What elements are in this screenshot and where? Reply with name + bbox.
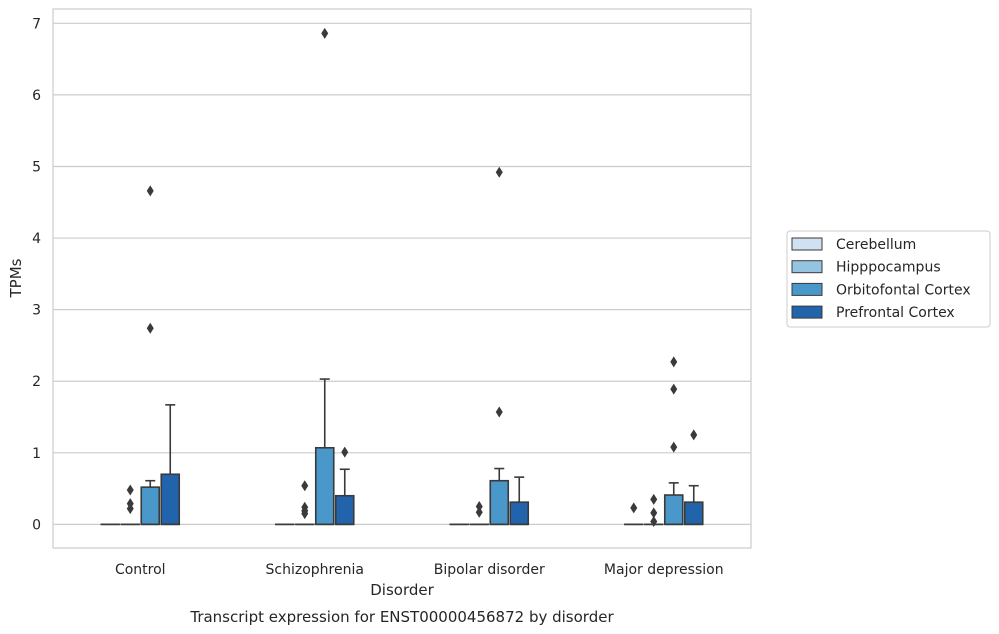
box xyxy=(334,494,355,526)
box xyxy=(489,479,510,526)
y-tick-label: 0 xyxy=(32,517,41,533)
x-axis-ticks: Control Schizophrenia Bipolar disorder Majo… xyxy=(115,562,724,578)
x-tick-label: Schizophrenia xyxy=(266,562,364,578)
outlier-point xyxy=(341,446,349,458)
x-tick-label: Major depression xyxy=(604,562,724,578)
box xyxy=(509,501,530,526)
outlier-point xyxy=(321,27,329,39)
outlier-point xyxy=(475,506,483,518)
box xyxy=(160,473,181,526)
legend-swatch xyxy=(791,260,823,274)
outlier-point xyxy=(301,480,309,492)
outlier-point xyxy=(301,508,309,520)
outlier-point xyxy=(650,493,658,505)
legend-swatch xyxy=(791,282,823,296)
outlier-point xyxy=(301,501,309,513)
legend-label: Orbitofontal Cortex xyxy=(836,282,971,298)
outlier-point xyxy=(146,322,154,334)
box-plots xyxy=(100,27,704,528)
y-tick-label: 1 xyxy=(32,446,41,462)
legend-frame xyxy=(786,230,991,328)
y-tick-label: 2 xyxy=(32,374,41,390)
box xyxy=(140,486,161,526)
legend-label: Cerebellum xyxy=(836,237,916,253)
x-tick-label: Control xyxy=(115,562,166,578)
outlier-point xyxy=(670,441,678,453)
outlier-point xyxy=(690,429,698,441)
y-tick-label: 4 xyxy=(32,231,41,247)
y-axis-ticks: 0 1 2 3 4 5 6 7 xyxy=(32,16,41,533)
chart-caption: Transcript expression for ENST0000045687… xyxy=(189,608,614,626)
x-tick-label: Bipolar disorder xyxy=(434,562,545,578)
x-axis-label: Disorder xyxy=(370,581,434,599)
outlier-point xyxy=(670,383,678,395)
box xyxy=(314,446,335,526)
y-tick-label: 3 xyxy=(32,303,41,319)
plot-frame xyxy=(52,8,752,549)
legend-label: Hipppocampus xyxy=(836,260,941,276)
outlier-point xyxy=(630,502,638,514)
outlier-point xyxy=(670,356,678,368)
outlier-point xyxy=(650,507,658,519)
outlier-point xyxy=(650,516,658,528)
y-tick-label: 6 xyxy=(32,88,41,104)
box xyxy=(683,501,704,526)
grid xyxy=(53,22,751,525)
legend-label: Prefrontal Cortex xyxy=(836,305,955,321)
y-tick-label: 5 xyxy=(32,159,41,175)
outlier-point xyxy=(126,503,134,515)
y-tick-label: 7 xyxy=(32,16,41,32)
outlier-point xyxy=(495,166,503,178)
outlier-point xyxy=(475,500,483,512)
legend-swatch xyxy=(791,305,823,319)
outlier-point xyxy=(146,185,154,197)
box xyxy=(663,494,684,526)
outlier-point xyxy=(126,484,134,496)
outlier-point xyxy=(495,406,503,418)
legend-swatch xyxy=(791,237,823,251)
y-axis-label: TPMs xyxy=(7,258,25,298)
legend: Cerebellum Hipppocampus Orbitofontal Corte… xyxy=(786,230,991,328)
